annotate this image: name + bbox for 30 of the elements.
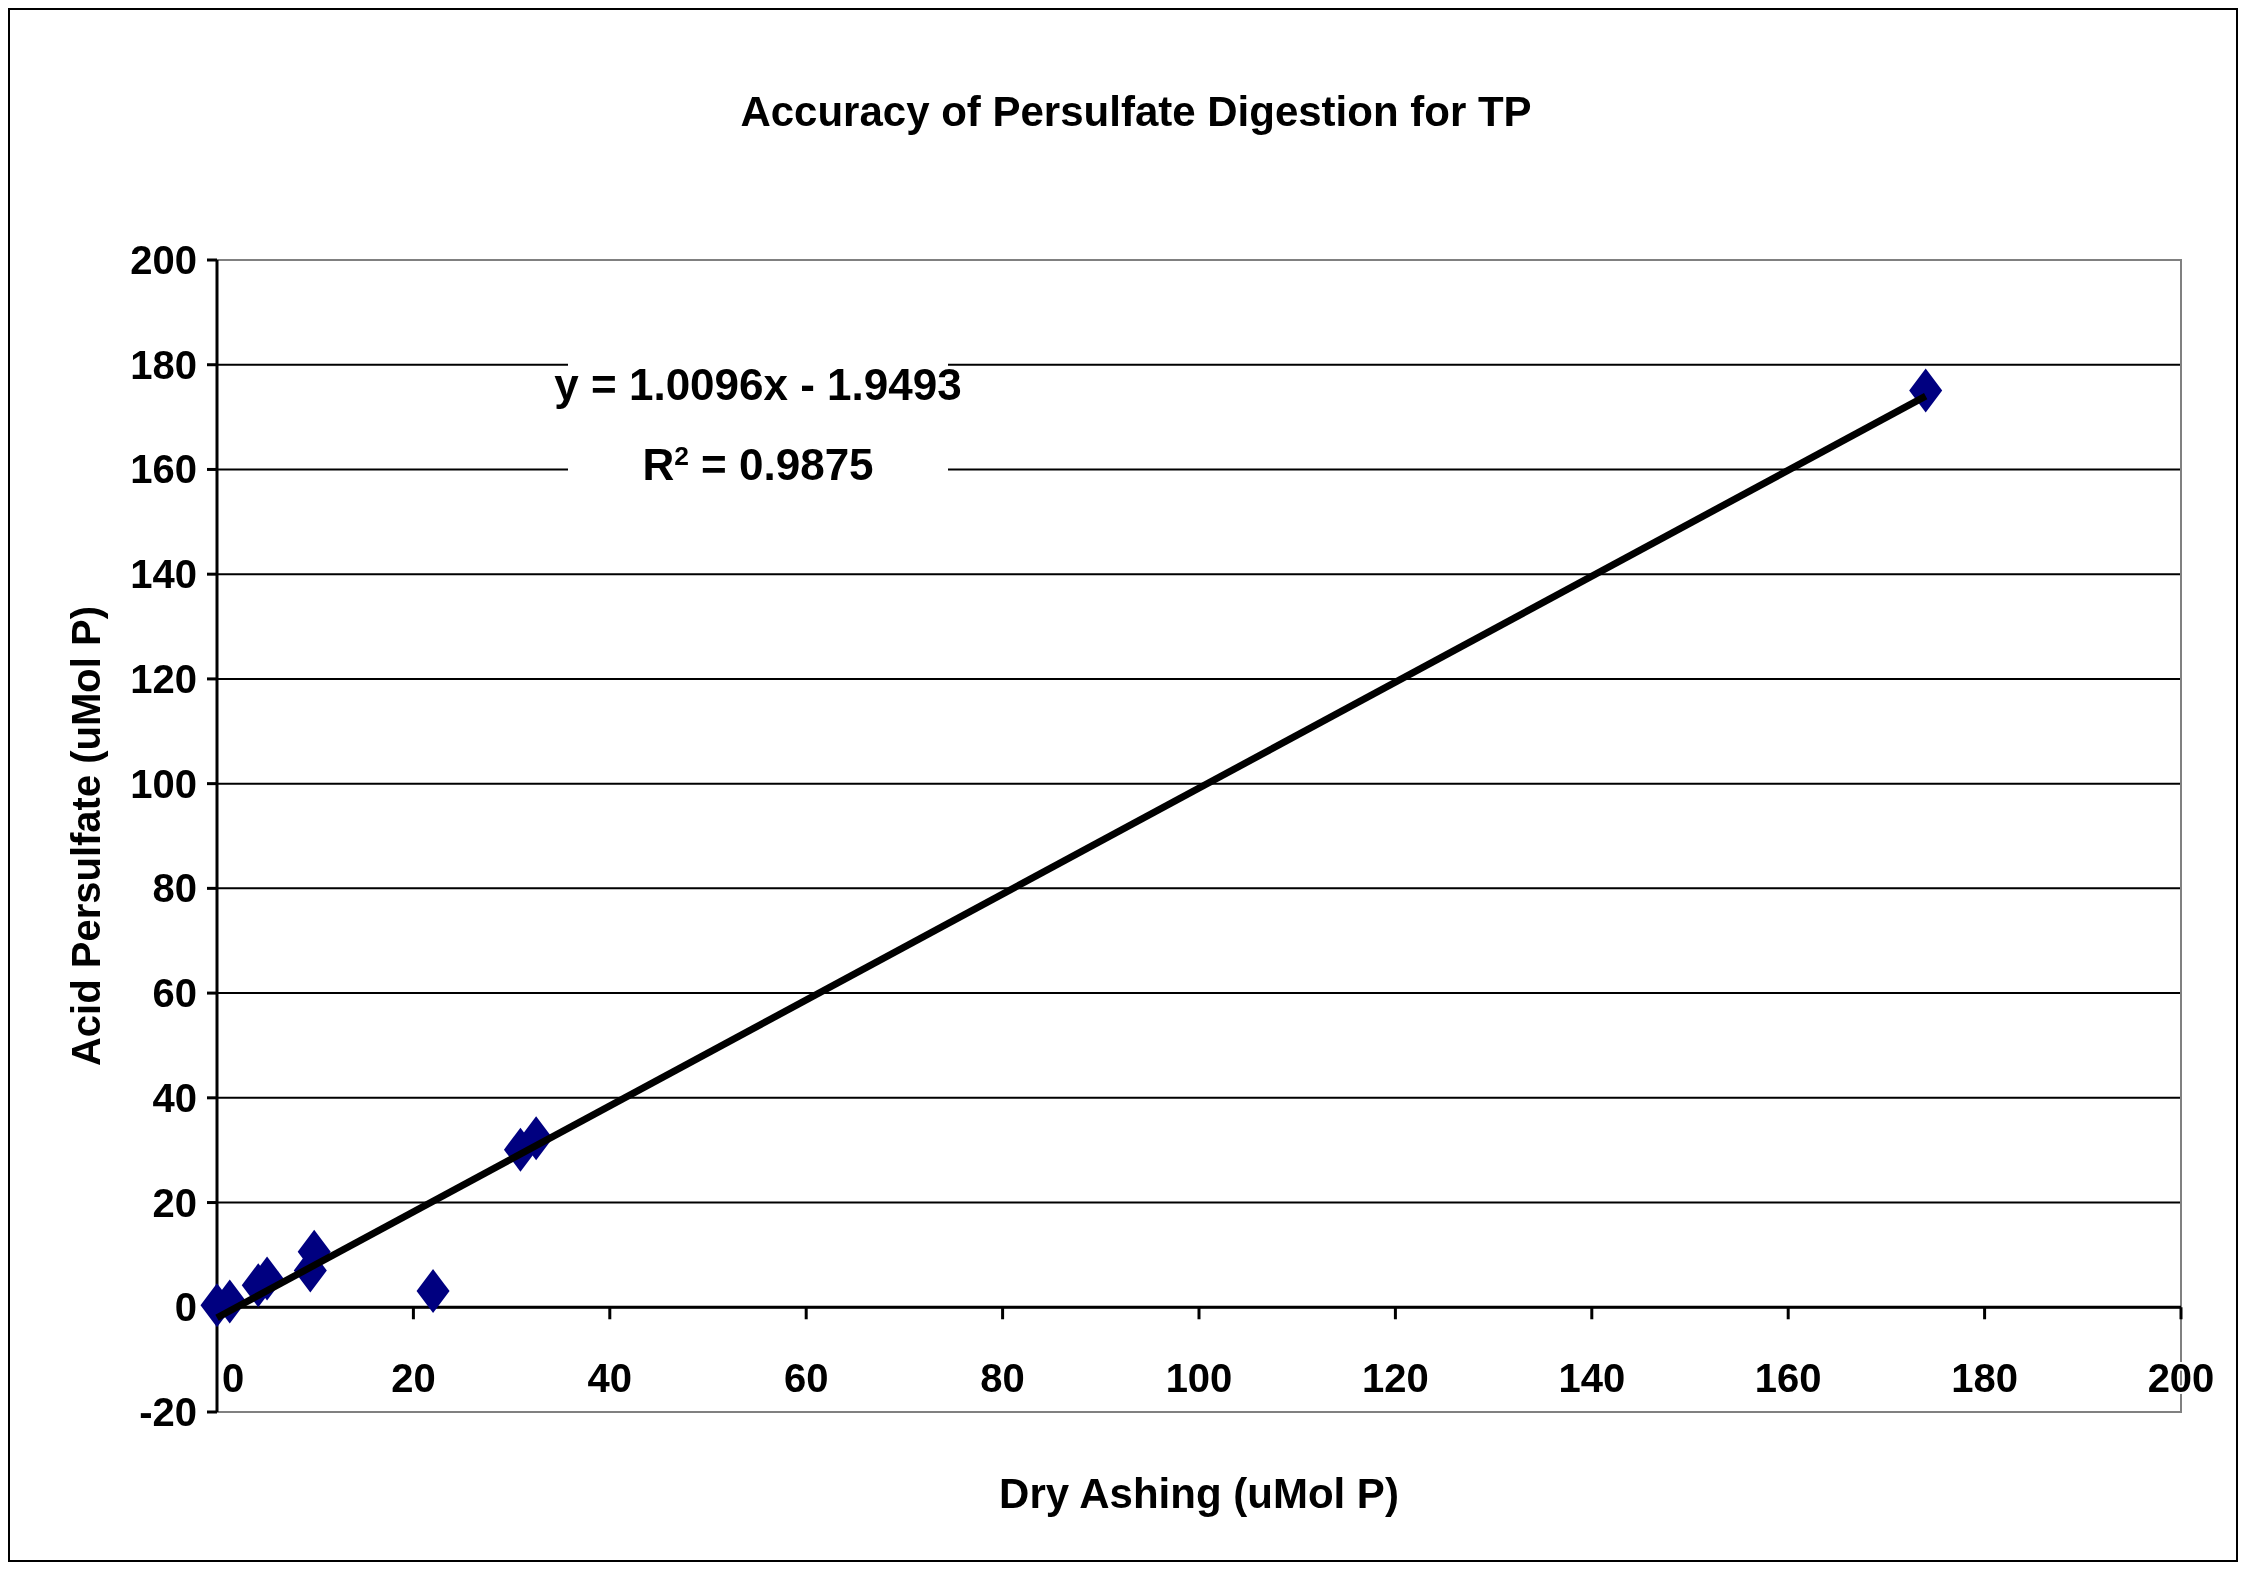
- y-tick-label: 40: [152, 1075, 197, 1120]
- x-tick-label: 160: [1754, 1356, 1822, 1401]
- y-tick-label: 180: [130, 342, 197, 387]
- x-tick-label: 40: [587, 1356, 633, 1401]
- point: [1909, 368, 1943, 413]
- y-tick-label: 80: [152, 866, 197, 911]
- chart-title: Accuracy of Persulfate Digestion for TP: [740, 88, 1532, 135]
- y-axis-title: Acid Persulfate (uMol P): [64, 605, 108, 1067]
- x-tick-label: 120: [1362, 1356, 1429, 1401]
- y-tick-label: 20: [152, 1180, 197, 1225]
- annotation: y = 1.0096x - 1.9493: [554, 360, 962, 409]
- y-tick-label: 120: [130, 656, 197, 701]
- y-tick-label: -20: [139, 1390, 197, 1434]
- x-tick-label: 100: [1165, 1356, 1233, 1401]
- x-tick-label: 60: [783, 1356, 829, 1401]
- x-tick-label: 140: [1558, 1356, 1626, 1401]
- x-axis-title: Dry Ashing (uMol P): [999, 1470, 1399, 1517]
- y-tick-label: 160: [130, 447, 197, 492]
- x-tick-label: 20: [391, 1356, 436, 1401]
- x-tick-label: 0: [221, 1356, 245, 1401]
- y-tick-label: 200: [130, 238, 197, 282]
- y-tick-label: 60: [152, 971, 197, 1016]
- x-tick-label: 180: [1951, 1356, 2018, 1401]
- y-tick-label: 140: [130, 552, 197, 597]
- point: [416, 1269, 450, 1314]
- x-tick-label: 80: [980, 1356, 1025, 1401]
- y-tick-label: 100: [130, 761, 197, 806]
- annotation: R$^{2}$ = 0.9875: [642, 440, 874, 489]
- y-tick-label: 0: [174, 1285, 197, 1330]
- x-tick-label: 200: [2147, 1356, 2215, 1401]
